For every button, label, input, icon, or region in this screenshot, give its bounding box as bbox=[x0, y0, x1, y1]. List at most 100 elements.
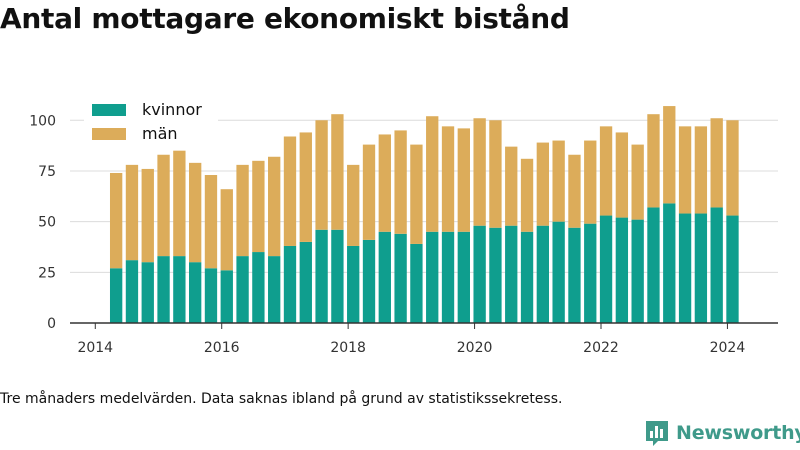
bar-kvinnor bbox=[726, 215, 739, 323]
bar-man bbox=[663, 106, 676, 204]
bar-man bbox=[252, 160, 265, 253]
bar-kvinnor bbox=[710, 207, 723, 323]
bar-man bbox=[315, 120, 328, 230]
legend: kvinnor män bbox=[84, 98, 218, 150]
x-tick-label: 2014 bbox=[77, 340, 113, 356]
bar-man bbox=[410, 144, 423, 244]
bar-man bbox=[694, 126, 708, 214]
y-tick-label: 0 bbox=[47, 316, 56, 332]
chart-title: Antal mottagare ekonomiskt bistånd bbox=[0, 2, 570, 35]
bar-layer bbox=[109, 106, 739, 323]
bar-kvinnor bbox=[663, 203, 676, 323]
x-tick-label: 2020 bbox=[457, 340, 493, 356]
bar-kvinnor bbox=[378, 231, 391, 323]
bar-man bbox=[268, 156, 281, 257]
bar-kvinnor bbox=[568, 227, 581, 323]
bar-chart-icon bbox=[646, 421, 668, 446]
bar-man bbox=[204, 175, 218, 269]
bar-man bbox=[426, 116, 439, 232]
y-tick-label: 100 bbox=[29, 113, 56, 129]
brand-name: Newsworthy bbox=[676, 422, 800, 444]
bar-man bbox=[457, 128, 470, 232]
x-tick-label: 2024 bbox=[710, 340, 746, 356]
bar-man bbox=[125, 164, 139, 261]
legend-label-man: män bbox=[142, 124, 178, 143]
bar-kvinnor bbox=[410, 243, 423, 323]
bar-man bbox=[331, 114, 344, 230]
bar-kvinnor bbox=[252, 252, 265, 323]
x-tick-label: 2018 bbox=[330, 340, 366, 356]
bar-man bbox=[236, 164, 249, 257]
bar-kvinnor bbox=[109, 268, 123, 323]
bar-man bbox=[584, 140, 597, 224]
bar-man bbox=[394, 130, 407, 234]
bar-kvinnor bbox=[125, 260, 139, 323]
bar-man bbox=[631, 144, 644, 220]
bar-kvinnor bbox=[157, 256, 170, 323]
bar-kvinnor bbox=[599, 215, 613, 323]
bar-kvinnor bbox=[347, 245, 360, 323]
footnote: Tre månaders medelvärden. Data saknas ib… bbox=[0, 391, 563, 407]
brand-logo[interactable]: Newsworthy bbox=[644, 419, 800, 447]
bar-kvinnor bbox=[141, 262, 154, 323]
bar-kvinnor bbox=[647, 207, 660, 323]
bar-man bbox=[536, 142, 550, 226]
bar-kvinnor bbox=[394, 233, 407, 323]
bar-kvinnor bbox=[268, 256, 281, 323]
bar-kvinnor bbox=[457, 231, 470, 323]
y-tick-label: 50 bbox=[38, 215, 56, 231]
bar-man bbox=[473, 118, 486, 226]
bar-man bbox=[678, 126, 692, 214]
bar-man bbox=[520, 158, 534, 232]
bar-kvinnor bbox=[505, 225, 518, 323]
legend-swatch-kvinnor bbox=[92, 104, 126, 116]
y-tick-label: 25 bbox=[38, 265, 56, 281]
bar-man bbox=[299, 132, 312, 242]
bar-man bbox=[568, 154, 581, 228]
bar-man bbox=[362, 144, 376, 240]
bar-man bbox=[505, 146, 518, 226]
bar-kvinnor bbox=[615, 217, 629, 323]
bar-kvinnor bbox=[678, 213, 692, 323]
bar-man bbox=[378, 134, 391, 232]
bar-man bbox=[615, 132, 629, 218]
bar-kvinnor bbox=[315, 229, 328, 323]
bar-kvinnor bbox=[362, 239, 376, 323]
bar-kvinnor bbox=[426, 231, 439, 323]
bar-man bbox=[599, 126, 613, 216]
axis-layer: 0 25 50 75 100 2014 2016 2018 2020 2022 2024 bbox=[29, 113, 778, 356]
bar-kvinnor bbox=[552, 221, 565, 323]
bar-man bbox=[109, 172, 123, 269]
bar-man bbox=[157, 154, 170, 257]
bar-man bbox=[552, 140, 565, 222]
bar-man bbox=[647, 114, 660, 208]
bar-kvinnor bbox=[694, 213, 708, 323]
bar-kvinnor bbox=[441, 231, 455, 323]
bar-kvinnor bbox=[331, 229, 344, 323]
bar-man bbox=[489, 120, 502, 228]
bar-kvinnor bbox=[299, 241, 312, 323]
bar-man bbox=[283, 136, 297, 246]
y-tick-label: 75 bbox=[38, 164, 56, 180]
bar-kvinnor bbox=[173, 256, 186, 323]
bar-kvinnor bbox=[631, 219, 644, 323]
legend-label-kvinnor: kvinnor bbox=[142, 100, 202, 119]
bar-man bbox=[347, 164, 360, 246]
bar-man bbox=[726, 120, 739, 216]
bar-man bbox=[141, 168, 154, 263]
bar-kvinnor bbox=[283, 245, 297, 323]
bar-kvinnor bbox=[236, 256, 249, 323]
bar-kvinnor bbox=[473, 225, 486, 323]
bar-kvinnor bbox=[536, 225, 550, 323]
legend-swatch-man bbox=[92, 128, 126, 140]
bar-man bbox=[173, 150, 186, 257]
bar-man bbox=[220, 189, 233, 271]
x-tick-label: 2016 bbox=[204, 340, 240, 356]
bar-kvinnor bbox=[189, 262, 202, 323]
bar-kvinnor bbox=[204, 268, 218, 323]
bar-man bbox=[189, 162, 202, 263]
bar-man bbox=[710, 118, 723, 208]
bar-kvinnor bbox=[489, 227, 502, 323]
x-tick-label: 2022 bbox=[583, 340, 619, 356]
